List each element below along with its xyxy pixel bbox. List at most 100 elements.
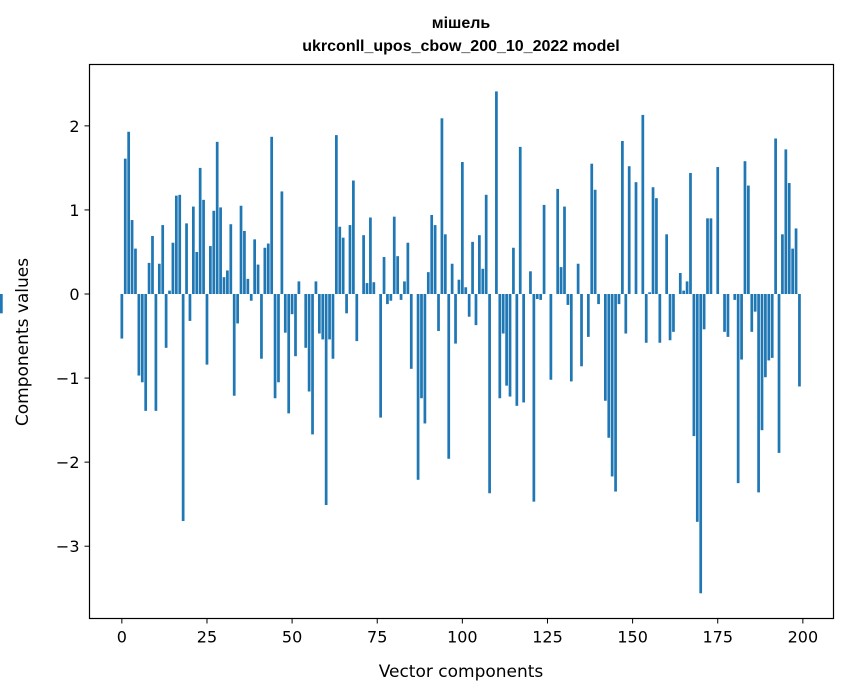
bar [447, 294, 451, 459]
bar [290, 294, 294, 315]
bar [311, 294, 314, 435]
bar [181, 294, 185, 521]
bar [569, 294, 573, 382]
bar [532, 294, 536, 502]
bar [188, 294, 192, 321]
bar [219, 207, 222, 295]
bar [682, 290, 686, 295]
bar [471, 241, 474, 295]
bar [495, 91, 498, 295]
bar [484, 194, 488, 295]
bar [706, 218, 709, 295]
bar [314, 281, 318, 295]
bar [505, 294, 508, 386]
bar [386, 294, 389, 305]
bar [127, 131, 131, 295]
bar [702, 294, 706, 330]
bar [590, 163, 594, 295]
bar [498, 294, 502, 399]
bar [539, 294, 543, 300]
bar [338, 226, 342, 295]
bar [474, 294, 478, 326]
bar [481, 268, 485, 295]
bar [716, 167, 720, 295]
bar [154, 294, 158, 411]
bar [747, 185, 750, 295]
bar [409, 294, 413, 369]
bar [174, 195, 178, 295]
bar [580, 294, 583, 367]
bar [757, 294, 760, 493]
bar [699, 294, 703, 594]
bar [774, 138, 777, 295]
bar [226, 270, 229, 295]
bar [767, 294, 771, 361]
bar [563, 206, 566, 295]
bar [198, 167, 202, 295]
bar [151, 235, 154, 295]
bar [130, 220, 134, 295]
y-tick-label: −3 [56, 537, 80, 556]
bar [787, 183, 791, 295]
x-axis-label: Vector components [379, 662, 544, 682]
bar [692, 294, 696, 437]
bar [362, 235, 365, 295]
bar [457, 279, 461, 295]
bar [668, 294, 672, 341]
x-tick-label: 50 [282, 628, 302, 647]
bar [764, 294, 767, 378]
bar [209, 246, 212, 295]
bar [171, 242, 175, 295]
bar [501, 294, 505, 334]
bar [369, 217, 372, 295]
bar [634, 182, 638, 295]
bar [685, 281, 689, 295]
bar [123, 158, 127, 295]
y-tick-label: −1 [56, 369, 80, 388]
bar [270, 136, 274, 295]
bar [604, 294, 607, 401]
bar [770, 294, 774, 358]
bar [437, 294, 440, 331]
bar [287, 294, 291, 414]
bar [467, 294, 471, 317]
bar [157, 263, 161, 295]
y-tick-label: 1 [69, 201, 79, 220]
bar [440, 118, 444, 295]
bar [335, 135, 338, 295]
bar [324, 294, 328, 506]
bar [331, 294, 335, 359]
bar [678, 272, 682, 295]
bar [791, 248, 795, 295]
bar [450, 263, 454, 295]
bar [403, 281, 406, 295]
bar [341, 237, 345, 295]
bar [399, 294, 403, 300]
bar [212, 210, 216, 295]
bar [236, 294, 239, 324]
bar-series [0, 91, 801, 594]
x-tick-label: 25 [197, 628, 217, 647]
bar [430, 214, 434, 295]
bar [518, 146, 522, 295]
bar [672, 294, 675, 332]
bar [443, 234, 447, 295]
bar [723, 294, 726, 332]
x-tick-label: 150 [617, 628, 648, 647]
bar [743, 161, 747, 295]
y-axis-label: Components values [13, 258, 33, 426]
bar [460, 162, 464, 295]
bar [617, 294, 621, 305]
bar [406, 242, 410, 295]
bar [709, 218, 713, 295]
y-axis-ticks: −3 −2 −1 0 1 2 [56, 117, 90, 556]
bar [256, 264, 260, 295]
bar [365, 283, 369, 295]
bar [464, 287, 468, 295]
bar [777, 294, 781, 453]
chart-subtitle: ukrconll_upos_cbow_200_10_2022 model [302, 38, 619, 55]
bar [134, 248, 137, 295]
bar [750, 294, 754, 332]
bar [120, 294, 124, 339]
